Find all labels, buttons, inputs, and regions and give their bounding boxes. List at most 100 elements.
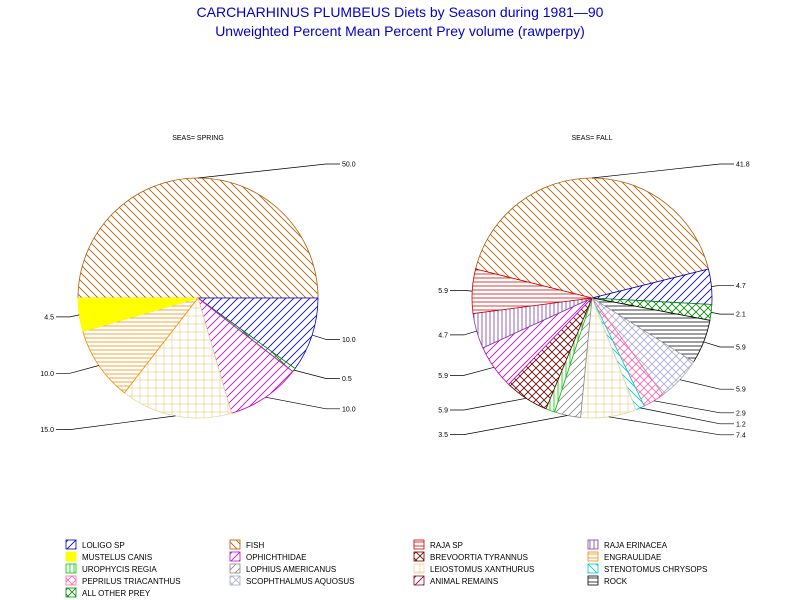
pie-slice-fish — [475, 177, 709, 299]
legend-label: UROPHYCIS REGIA — [82, 565, 157, 574]
legend-label: STENOTOMUS CHRYSOPS — [604, 565, 707, 574]
legend-swatch — [65, 575, 77, 586]
leader-line-loligo-sp — [311, 334, 340, 340]
slice-label-loligo-sp: 4.7 — [736, 283, 746, 290]
slice-label-stenotomus-chrysops: 1.2 — [736, 421, 746, 428]
legend-swatch — [65, 539, 77, 550]
leader-line-fish — [197, 163, 340, 179]
pie-slice-loligo-sp — [196, 297, 319, 370]
legend-label: FISH — [246, 541, 264, 550]
legend-label: SCOPHTHALMUS AQUOSUS — [246, 577, 354, 586]
legend-item-mustelus-canis: MUSTELUS CANIS — [65, 551, 152, 562]
pie-seas-fall: SEAS= FALL 41.8 4.7 2.1 5.9 5.9 2.9 1.2 7.4 5.9 4.… — [438, 135, 749, 439]
legend-label: LOLIGO SP — [82, 541, 125, 550]
legend-swatch — [587, 539, 599, 550]
slice-label-ophichthidae: 10.0 — [342, 406, 356, 413]
legend-label: LOPHIUS AMERICANUS — [246, 565, 336, 574]
slice-label-raja-erinacea: 4.7 — [438, 332, 448, 339]
slice-label-fish: 50.0 — [342, 162, 356, 169]
leader-line-raja-sp — [450, 290, 473, 292]
legend-label: ENGRAULIDAE — [604, 553, 661, 562]
legend-item-stenotomus-chrysops: STENOTOMUS CHRYSOPS — [587, 563, 707, 574]
legend-label: RAJA SP — [430, 541, 463, 550]
leader-line-scophthalmus-aquosus — [679, 379, 734, 390]
legend-item-raja-erinacea: RAJA ERINACEA — [587, 539, 668, 550]
legend-item-fish: FISH — [229, 539, 264, 550]
legend-item-leiostomus-xanthurus: LEIOSTOMUS XANTHURUS — [413, 563, 534, 574]
legend-swatch — [65, 551, 77, 562]
leader-line-raja-erinacea — [450, 330, 477, 336]
legend-item-all-other-prey: ALL OTHER PREY — [65, 587, 151, 598]
pie-seas-spring: SEAS= SPRING 50.0 10.0 0.5 10.0 4.5 10.0 15.0 — [40, 135, 355, 434]
legend-label: ROCK — [604, 577, 628, 586]
legend-item-lophius-americanus: LOPHIUS AMERICANUS — [229, 563, 336, 574]
leader-line-fish — [591, 163, 734, 179]
pie-panel-label: SEAS= FALL — [571, 135, 612, 142]
leader-line-ophichthidae — [265, 396, 340, 410]
slice-label-all-other-prey: 0.5 — [342, 376, 352, 383]
legend-item-rock: ROCK — [587, 575, 628, 586]
legend-item-scophthalmus-aquosus: SCOPHTHALMUS AQUOSUS — [229, 575, 354, 586]
pie-slice-leiostomus-xanthurus — [123, 297, 232, 419]
leader-line-peprilus-triacanthus — [653, 400, 734, 414]
legend-swatch — [413, 539, 425, 550]
legend-item-raja-sp: RAJA SP — [413, 539, 463, 550]
chart-title: CARCHARHINUS PLUMBEUS Diets by Season du… — [196, 4, 604, 20]
slice-label-ophichthidae: 5.9 — [438, 373, 448, 380]
leader-line-leiostomus-xanthurus — [608, 416, 734, 436]
legend-label: OPHICHTHIDAE — [246, 553, 306, 562]
slice-label-leiostomus-xanthurus: 15.0 — [40, 427, 54, 434]
pie-panel-label: SEAS= SPRING — [172, 135, 224, 142]
legend-label: MUSTELUS CANIS — [82, 553, 152, 562]
legend-item-peprilus-triacanthus: PEPRILUS TRIACANTHUS — [65, 575, 181, 586]
slice-label-lophius-americanus: 3.5 — [438, 432, 448, 439]
legend-item-animal-remains: ANIMAL REMAINS — [413, 575, 498, 586]
legend-item-urophycis-regia: UROPHYCIS REGIA — [65, 563, 157, 574]
leader-line-all-other-prey — [293, 369, 340, 379]
legend-label: RAJA ERINACEA — [604, 541, 668, 550]
legend-swatch — [413, 551, 425, 562]
slice-label-mustelus-canis: 4.5 — [44, 314, 54, 321]
legend-swatch — [65, 563, 77, 574]
leader-line-rock — [703, 341, 734, 348]
leader-line-stenotomus-chrysops — [640, 407, 734, 425]
legend-swatch — [65, 587, 77, 598]
legend-swatch — [587, 551, 599, 562]
legend-swatch — [413, 563, 425, 574]
slice-label-leiostomus-xanthurus: 7.4 — [736, 432, 746, 439]
leader-line-loligo-sp — [711, 284, 734, 287]
slice-label-raja-sp: 5.9 — [438, 288, 448, 295]
leader-line-engraulidae — [56, 365, 99, 374]
slice-label-peprilus-triacanthus: 2.9 — [736, 410, 746, 417]
pie-slice-engraulidae — [82, 297, 200, 394]
slice-label-engraulidae: 10.0 — [40, 371, 54, 378]
slice-label-scophthalmus-aquosus: 5.9 — [736, 387, 746, 394]
chart-subtitle: Unweighted Percent Mean Percent Prey vol… — [215, 23, 585, 39]
slice-label-fish: 41.8 — [736, 162, 750, 169]
legend-label: PEPRILUS TRIACANTHUS — [82, 577, 181, 586]
legend-item-engraulidae: ENGRAULIDAE — [587, 551, 661, 562]
legend-label: LEIOSTOMUS XANTHURUS — [430, 565, 534, 574]
leader-line-mustelus-canis — [56, 314, 80, 318]
legend-swatch — [587, 575, 599, 586]
slice-label-loligo-sp: 10.0 — [342, 337, 356, 344]
legend-swatch — [229, 539, 241, 550]
slice-label-all-other-prey: 2.1 — [736, 312, 746, 319]
legend-swatch — [587, 563, 599, 574]
pie-slice-raja-sp — [471, 268, 593, 315]
legend-swatch — [229, 563, 241, 574]
leader-line-ophichthidae — [450, 366, 495, 376]
leader-line-brevoortia-tyrannus — [450, 397, 527, 411]
leader-line-lophius-americanus — [450, 415, 568, 435]
leader-line-all-other-prey — [711, 312, 734, 315]
legend-swatch — [413, 575, 425, 586]
legend-item-brevoortia-tyrannus: BREVOORTIA TYRANNUS — [413, 551, 528, 562]
legend-swatch — [229, 575, 241, 586]
pie-slice-ophichthidae — [197, 296, 294, 414]
pie-slice-fish — [77, 177, 319, 299]
legend-item-ophichthidae: OPHICHTHIDAE — [229, 551, 306, 562]
legend-item-loligo-sp: LOLIGO SP — [65, 539, 125, 550]
legend-label: ALL OTHER PREY — [82, 589, 151, 598]
slice-label-rock: 5.9 — [736, 345, 746, 352]
